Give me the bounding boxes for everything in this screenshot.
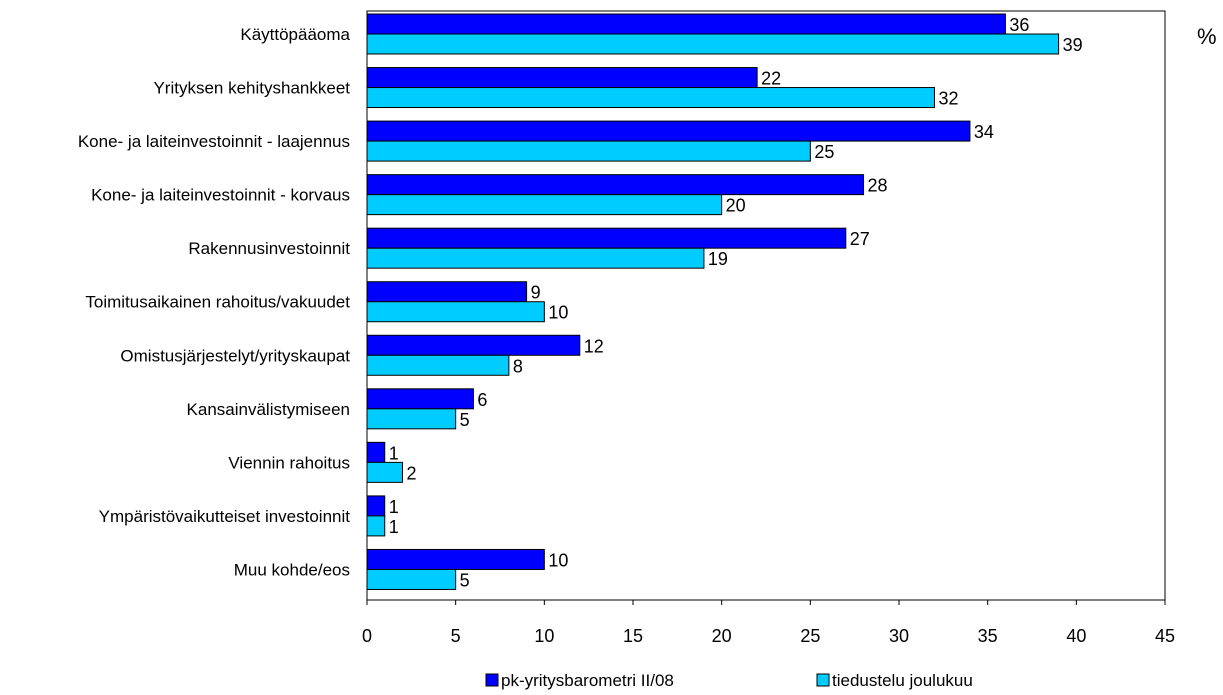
data-label-series-2: 32 [938, 89, 958, 109]
data-label-series-2: 5 [460, 410, 470, 430]
x-tick-label: 15 [623, 626, 643, 646]
data-label-series-2: 20 [726, 196, 746, 216]
category-label: Viennin rahoitus [228, 453, 350, 472]
x-tick-label: 25 [800, 626, 820, 646]
category-label: Rakennusinvestoinnit [188, 239, 350, 258]
x-axis-ticks-layer: 0 5 10 15 20 25 30 35 40 45 [362, 600, 1175, 646]
x-tick-label: 35 [978, 626, 998, 646]
legend-label-series-2: tiedustelu joulukuu [832, 671, 973, 690]
category-label: Toimitusaikainen rahoitus/vakuudet [85, 293, 350, 312]
x-tick-label: 0 [362, 626, 372, 646]
category-label: Kansainvälistymiseen [187, 400, 350, 419]
bar-series-1 [366, 227, 847, 249]
x-tick-label: 10 [534, 626, 554, 646]
legend-label-series-1: pk-yritysbarometri II/08 [501, 671, 674, 690]
bar-series-1 [366, 174, 865, 196]
data-label-series-1: 10 [548, 550, 568, 570]
bar-series-1 [366, 334, 581, 356]
category-label: Omistusjärjestelyt/yrityskaupat [120, 346, 350, 365]
legend-swatch-series-2 [816, 673, 830, 687]
unit-label: % [1197, 24, 1217, 49]
bars-layer [366, 13, 1060, 590]
bar-series-1 [366, 441, 386, 463]
bar-series-2 [366, 33, 1060, 55]
data-label-series-1: 1 [389, 497, 399, 517]
data-label-series-2: 25 [814, 142, 834, 162]
legend-swatch-series-1 [485, 673, 499, 687]
x-tick-label: 5 [451, 626, 461, 646]
bar-series-1 [366, 120, 971, 142]
bar-series-2 [366, 568, 457, 590]
category-labels-layer: Käyttöpääoma Yrityksen kehityshankkeet Kon… [78, 25, 351, 579]
x-tick-label: 20 [712, 626, 732, 646]
x-tick-label: 40 [1066, 626, 1086, 646]
bar-series-1 [366, 388, 474, 410]
x-tick-label: 30 [889, 626, 909, 646]
bar-series-1 [366, 548, 545, 570]
bar-series-2 [366, 354, 510, 376]
bar-series-2 [366, 87, 935, 109]
data-label-series-2: 5 [460, 570, 470, 590]
bar-series-2 [366, 140, 811, 162]
data-label-series-1: 22 [761, 69, 781, 89]
category-label: Kone- ja laiteinvestoinnit - laajennus [78, 132, 350, 151]
bar-series-2 [366, 194, 723, 216]
x-tick-label: 45 [1155, 626, 1175, 646]
data-label-series-2: 8 [513, 356, 523, 376]
data-label-series-1: 34 [974, 122, 994, 142]
data-label-series-1: 9 [531, 283, 541, 303]
bar-series-1 [366, 67, 758, 89]
bar-series-1 [366, 281, 528, 303]
category-label: Ympäristövaikutteiset investoinnit [99, 507, 351, 526]
bar-series-2 [366, 515, 386, 537]
legend: pk-yritysbarometri II/08 tiedustelu joulu… [485, 671, 973, 690]
data-label-series-1: 6 [477, 390, 487, 410]
category-label: Yrityksen kehityshankkeet [153, 79, 350, 98]
category-label: Muu kohde/eos [234, 560, 350, 579]
data-label-series-2: 39 [1063, 35, 1083, 55]
data-label-series-1: 36 [1009, 15, 1029, 35]
data-label-series-2: 10 [548, 303, 568, 323]
bar-series-2 [366, 301, 545, 323]
data-label-series-1: 1 [389, 443, 399, 463]
data-label-series-1: 28 [868, 176, 888, 196]
bar-series-1 [366, 495, 386, 517]
bar-series-2 [366, 461, 403, 483]
bar-series-1 [366, 13, 1006, 35]
category-label: Käyttöpääoma [240, 25, 350, 44]
category-label: Kone- ja laiteinvestoinnit - korvaus [91, 186, 350, 205]
data-label-series-2: 19 [708, 249, 728, 269]
data-label-series-1: 12 [584, 336, 604, 356]
data-label-series-2: 1 [389, 517, 399, 537]
data-label-series-2: 2 [406, 463, 416, 483]
bar-series-2 [366, 408, 457, 430]
bar-series-2 [366, 247, 705, 269]
data-label-series-1: 27 [850, 229, 870, 249]
